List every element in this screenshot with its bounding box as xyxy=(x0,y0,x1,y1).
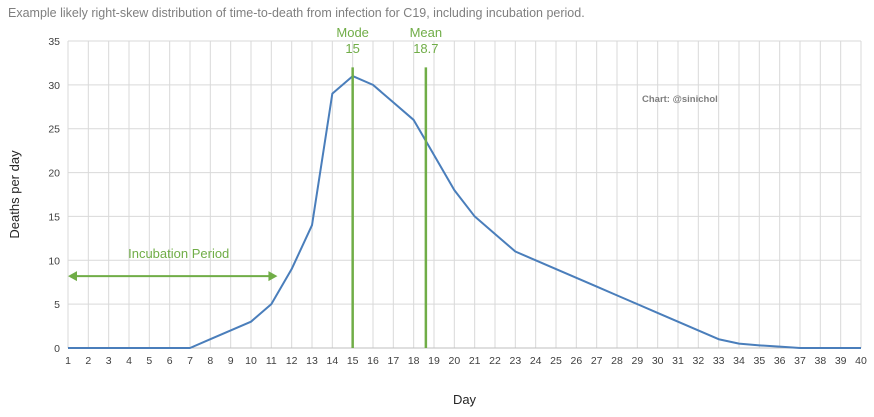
x-tick-label: 12 xyxy=(286,355,298,367)
y-tick-label: 30 xyxy=(48,80,60,92)
incubation-arrowhead-right xyxy=(268,271,278,282)
y-tick-label: 15 xyxy=(48,211,60,223)
y-tick-label: 25 xyxy=(48,124,60,136)
x-tick-label: 26 xyxy=(570,355,582,367)
x-tick-label: 10 xyxy=(245,355,257,367)
y-tick-label: 0 xyxy=(54,343,60,355)
y-tick-label: 10 xyxy=(48,255,60,267)
x-tick-label: 1 xyxy=(65,355,71,367)
x-tick-label: 11 xyxy=(266,355,277,367)
x-tick-label: 18 xyxy=(408,355,420,367)
x-tick-label: 35 xyxy=(753,355,765,367)
x-tick-label: 22 xyxy=(489,355,501,367)
x-axis-title: Day xyxy=(453,392,477,407)
x-tick-label: 20 xyxy=(448,355,460,367)
x-tick-labels: 1 2 3 4 5 6 7 8 9 10 11 12 13 14 15 16 17 18 19 20 21 22 23 24 2… xyxy=(65,355,867,367)
x-tick-label: 32 xyxy=(692,355,704,367)
grid xyxy=(67,40,862,349)
x-tick-label: 33 xyxy=(713,355,725,367)
x-tick-label: 21 xyxy=(469,355,481,367)
x-tick-label: 17 xyxy=(387,355,399,367)
mean-value: 18.7 xyxy=(413,41,438,56)
x-tick-label: 25 xyxy=(550,355,562,367)
incubation-arrowhead-left xyxy=(68,271,77,282)
x-tick-label: 15 xyxy=(347,355,359,367)
y-tick-label: 5 xyxy=(54,299,60,311)
x-tick-label: 39 xyxy=(835,355,847,367)
mode-value: 15 xyxy=(345,41,359,56)
x-tick-label: 16 xyxy=(367,355,379,367)
mode-label: Mode xyxy=(336,25,369,40)
y-tick-label: 35 xyxy=(48,36,60,48)
x-tick-label: 3 xyxy=(106,355,112,367)
x-tick-label: 28 xyxy=(611,355,623,367)
chart-title: Example likely right-skew distribution o… xyxy=(8,6,585,20)
series-layer xyxy=(68,75,861,349)
x-tick-label: 19 xyxy=(428,355,440,367)
x-tick-label: 29 xyxy=(631,355,643,367)
x-tick-label: 34 xyxy=(733,355,745,367)
x-tick-label: 4 xyxy=(126,355,132,367)
x-tick-label: 5 xyxy=(146,355,152,367)
x-tick-label: 40 xyxy=(855,355,867,367)
mean-label: Mean xyxy=(410,25,443,40)
x-tick-label: 14 xyxy=(326,355,338,367)
x-tick-label: 30 xyxy=(652,355,664,367)
x-tick-label: 36 xyxy=(774,355,786,367)
x-tick-label: 37 xyxy=(794,355,806,367)
x-tick-label: 7 xyxy=(187,355,193,367)
x-tick-label: 6 xyxy=(167,355,173,367)
x-tick-label: 23 xyxy=(509,355,521,367)
series-line xyxy=(68,75,861,349)
x-tick-label: 24 xyxy=(530,355,542,367)
x-tick-label: 8 xyxy=(207,355,213,367)
x-tick-label: 2 xyxy=(85,355,91,367)
x-tick-label: 38 xyxy=(814,355,826,367)
y-tick-label: 20 xyxy=(48,168,60,180)
x-tick-label: 31 xyxy=(672,355,684,367)
annotations: Mode 15 Mean 18.7 Incubation Period Char… xyxy=(68,25,718,348)
incubation-label: Incubation Period xyxy=(128,246,229,261)
y-tick-labels: 0 5 10 15 20 25 30 35 xyxy=(48,36,60,355)
chart-credit: Chart: @sinichol xyxy=(642,94,718,105)
x-tick-label: 27 xyxy=(591,355,603,367)
x-tick-label: 9 xyxy=(228,355,234,367)
x-tick-label: 13 xyxy=(306,355,318,367)
y-axis-title: Deaths per day xyxy=(7,150,22,239)
